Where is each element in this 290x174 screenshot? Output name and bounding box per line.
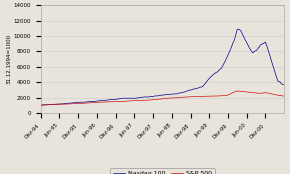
Nasdaq 100 [237,28,240,30]
S&P 500 [240,90,243,93]
Nasdaq 100 [240,31,243,33]
Nasdaq 100 [39,104,42,106]
Line: S&P 500: S&P 500 [41,91,284,105]
Nasdaq 100 [68,102,71,104]
S&P 500 [39,104,42,106]
Legend: Nasdaq 100, S&P 500: Nasdaq 100, S&P 500 [110,168,215,174]
S&P 500 [221,95,224,97]
S&P 500 [212,95,215,97]
Line: Nasdaq 100: Nasdaq 100 [41,29,284,105]
Nasdaq 100 [212,73,215,75]
Nasdaq 100 [227,53,230,55]
S&P 500 [235,90,239,92]
Y-axis label: 31.12.1994=1000: 31.12.1994=1000 [7,34,12,84]
S&P 500 [227,94,230,96]
S&P 500 [68,103,71,105]
S&P 500 [202,95,206,97]
Nasdaq 100 [202,84,206,86]
Nasdaq 100 [221,65,224,67]
S&P 500 [282,95,286,97]
Nasdaq 100 [282,84,286,86]
